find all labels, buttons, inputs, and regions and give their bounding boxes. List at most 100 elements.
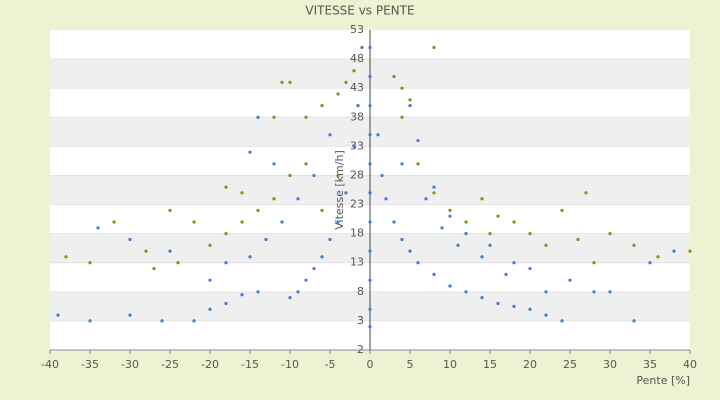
x-tick-label: 40 <box>683 358 697 371</box>
y-tick-label: 3 <box>357 314 364 327</box>
point <box>360 45 364 50</box>
point <box>368 104 372 108</box>
point <box>56 313 60 317</box>
point <box>336 220 340 224</box>
point <box>320 208 324 212</box>
point <box>256 115 260 119</box>
point <box>544 290 548 294</box>
point <box>632 319 636 323</box>
point <box>304 115 308 119</box>
x-tick-label: 0 <box>367 358 374 371</box>
point <box>208 243 212 247</box>
x-tick-label: 20 <box>523 358 537 371</box>
point <box>272 115 276 119</box>
point <box>96 226 100 230</box>
y-tick-label: 23 <box>350 198 364 211</box>
point <box>304 278 308 282</box>
point <box>384 197 388 201</box>
x-tick-label: 5 <box>407 358 414 371</box>
point <box>408 98 412 102</box>
point <box>480 197 484 201</box>
x-tick-label: -30 <box>121 358 139 371</box>
point <box>88 261 92 265</box>
point <box>280 220 284 224</box>
point <box>336 173 340 178</box>
point <box>496 301 500 306</box>
x-tick-label: -20 <box>201 358 219 371</box>
x-tick-label: -5 <box>325 358 336 371</box>
point <box>544 243 548 247</box>
point <box>464 232 468 236</box>
point <box>480 255 484 259</box>
point <box>328 237 332 242</box>
point <box>256 290 260 294</box>
point <box>168 208 172 212</box>
point <box>224 185 228 189</box>
point <box>488 243 492 247</box>
point <box>592 290 596 294</box>
point <box>248 255 252 259</box>
y-tick-label: 33 <box>350 139 364 152</box>
x-tick-label: -15 <box>241 358 259 371</box>
point <box>224 301 228 306</box>
point <box>368 74 372 79</box>
point <box>192 220 196 224</box>
x-tick-label: -40 <box>41 358 59 371</box>
y-tick-label: 43 <box>350 81 364 94</box>
point <box>632 243 636 247</box>
point <box>128 237 132 242</box>
point <box>392 74 396 79</box>
point <box>240 220 244 224</box>
point <box>432 185 436 189</box>
point <box>368 325 372 329</box>
point <box>440 226 444 230</box>
x-tick-label: 30 <box>603 358 617 371</box>
point <box>296 290 300 294</box>
point <box>672 249 676 253</box>
y-tick-label: 13 <box>350 256 364 269</box>
y-axis-label: Vitesse [km/h] <box>333 150 346 230</box>
x-tick-label: 25 <box>563 358 577 371</box>
point <box>280 80 284 84</box>
point <box>380 173 384 178</box>
x-tick-label: 10 <box>443 358 457 371</box>
point <box>272 162 276 166</box>
y-tick-label: 28 <box>350 168 364 181</box>
point <box>368 220 372 224</box>
point <box>336 92 340 96</box>
chart-title: VITESSE vs PENTE <box>305 4 414 18</box>
point <box>608 290 612 294</box>
point <box>560 208 564 212</box>
point <box>192 319 196 323</box>
point <box>416 138 420 143</box>
point <box>176 261 180 265</box>
point <box>576 237 580 242</box>
point <box>160 319 164 323</box>
point <box>408 249 412 253</box>
point <box>592 261 596 265</box>
point <box>448 214 452 218</box>
y-tick-label: 18 <box>350 227 364 240</box>
point <box>568 278 572 282</box>
point <box>264 237 268 242</box>
point <box>584 191 588 195</box>
point <box>352 69 356 73</box>
point <box>528 232 532 236</box>
point <box>512 220 516 224</box>
point <box>368 133 372 137</box>
point <box>432 45 436 50</box>
point <box>344 191 348 195</box>
point <box>392 220 396 224</box>
point <box>480 296 484 300</box>
point <box>424 197 428 201</box>
point <box>368 307 372 311</box>
point <box>256 208 260 212</box>
point <box>400 86 404 90</box>
point <box>456 243 460 247</box>
point <box>688 249 692 253</box>
point <box>416 261 420 265</box>
point <box>488 232 492 236</box>
point <box>304 162 308 166</box>
point <box>376 133 380 137</box>
